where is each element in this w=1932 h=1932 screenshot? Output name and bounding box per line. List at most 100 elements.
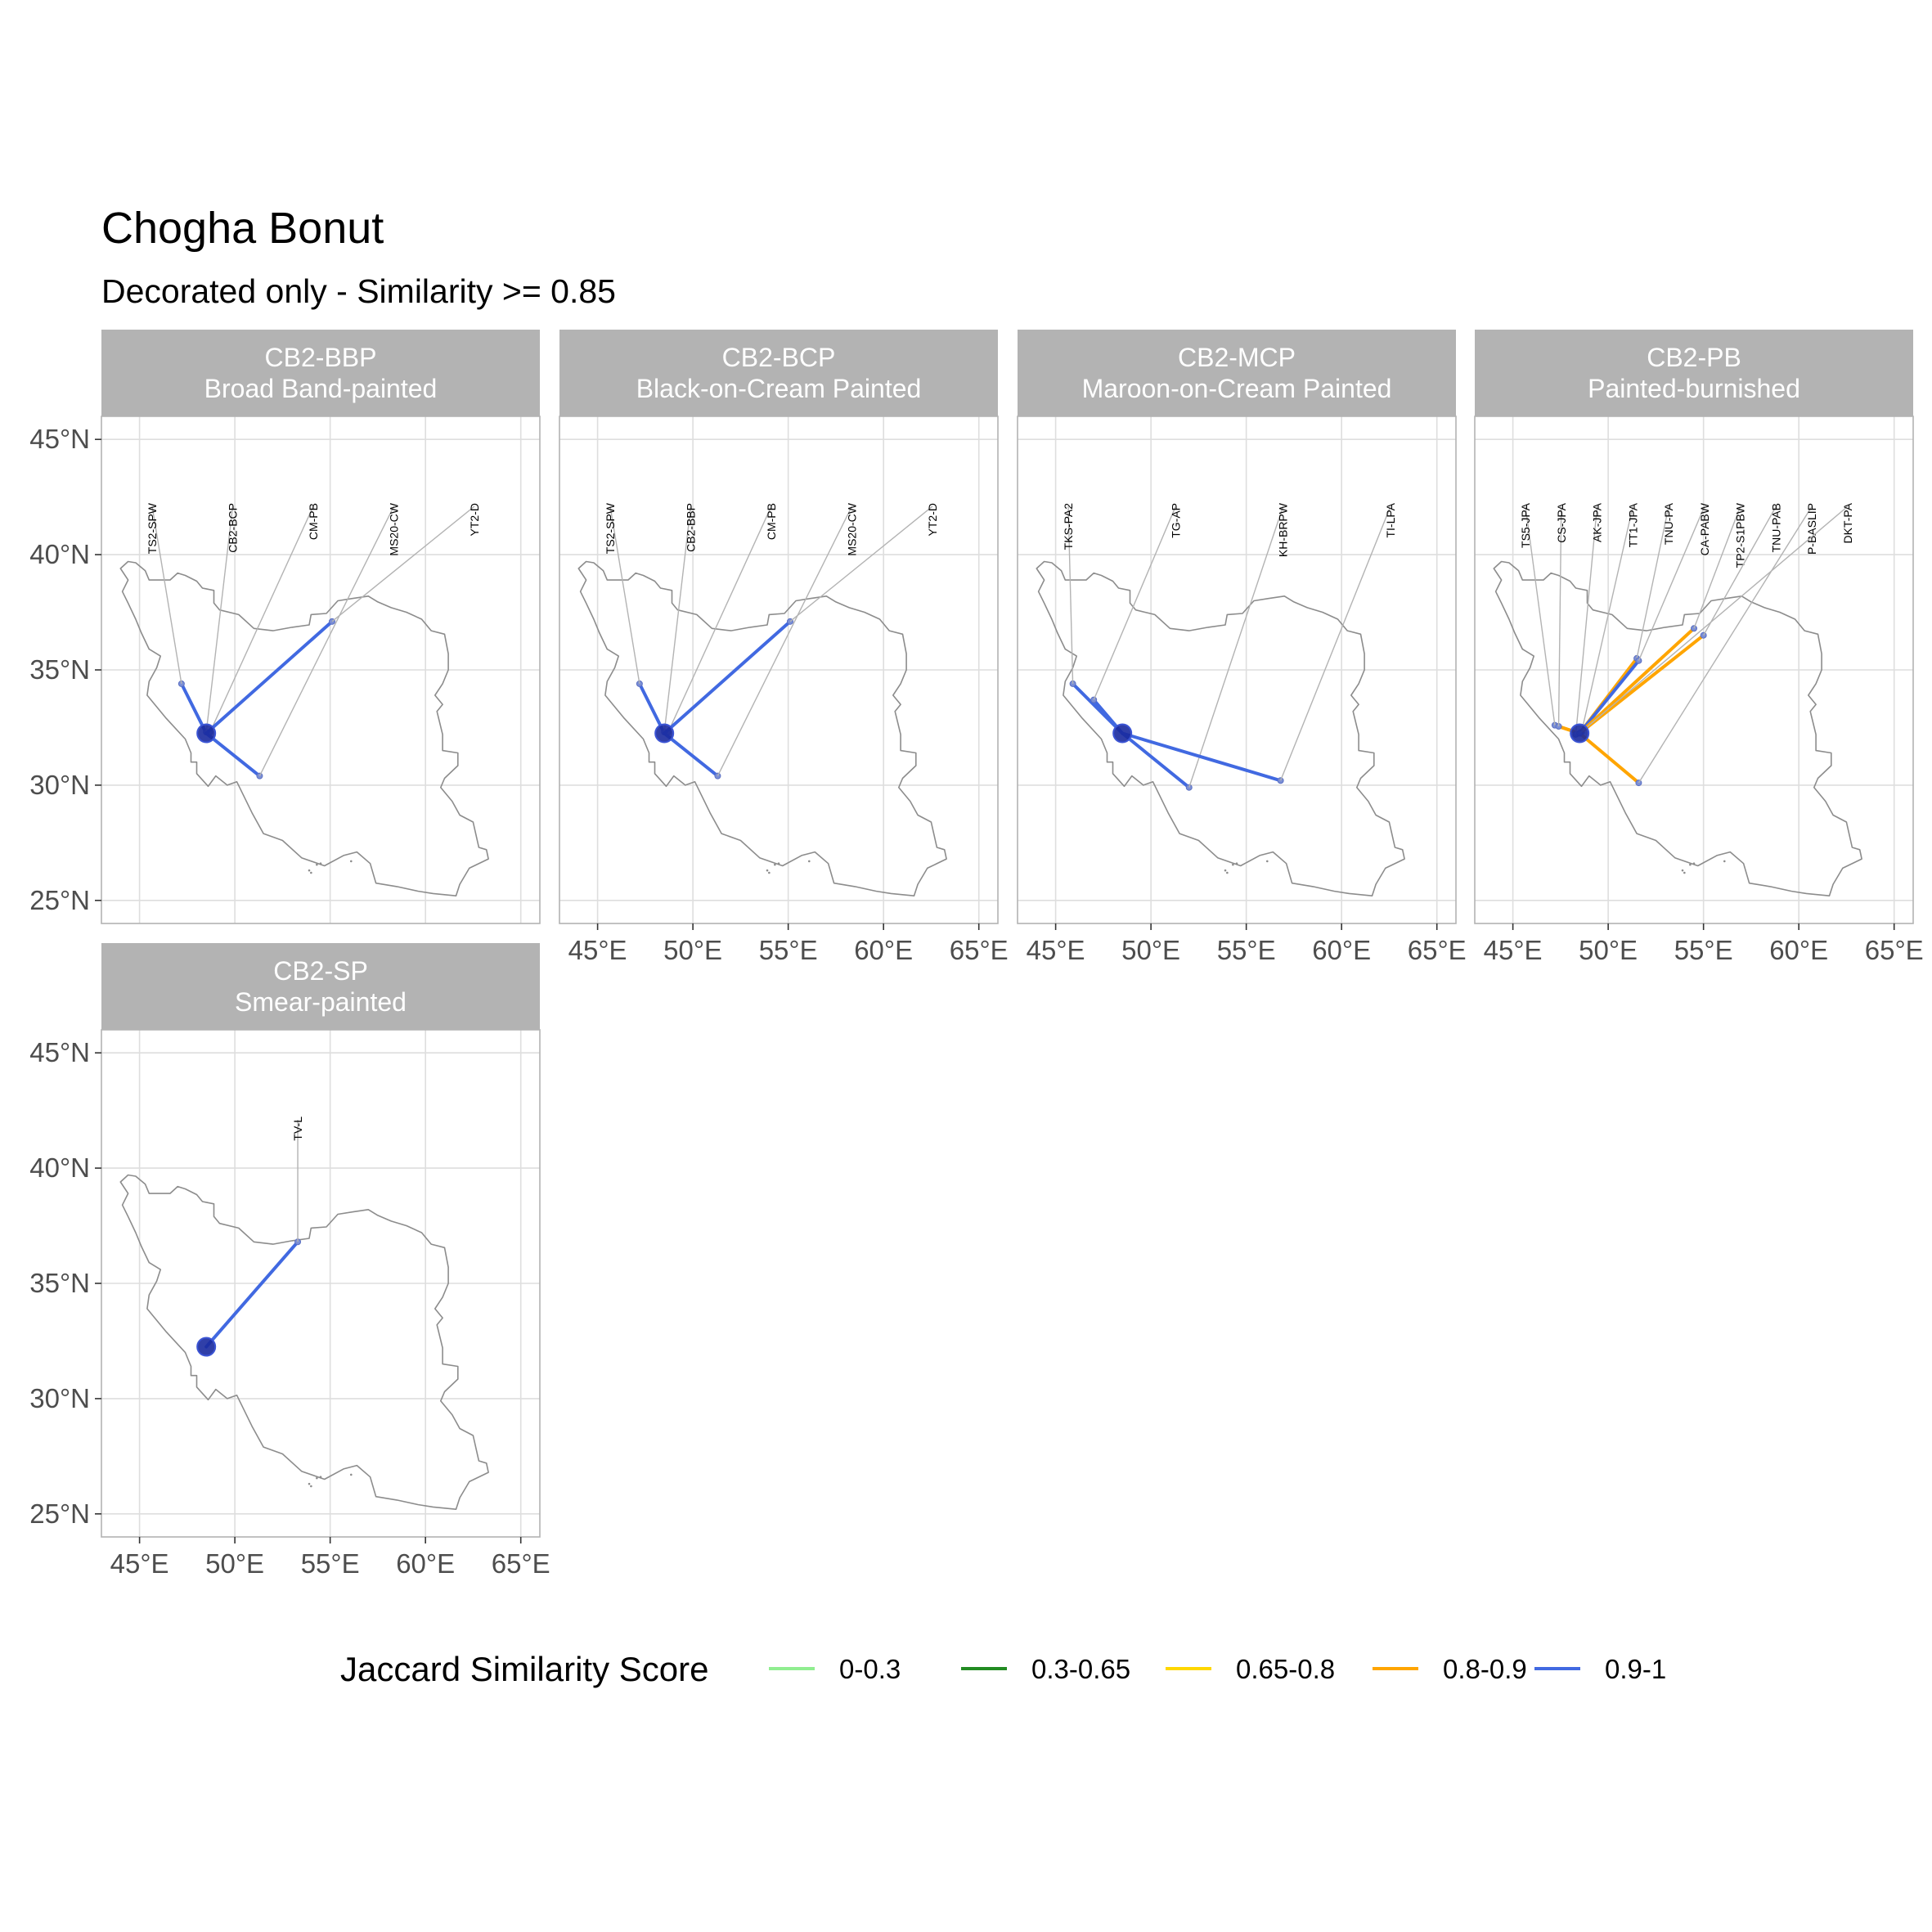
connection-line <box>1121 731 1191 789</box>
facet-strip <box>1018 330 1456 416</box>
label-leader-line <box>1703 505 1777 636</box>
site-label: YT2-D <box>468 503 481 536</box>
island-dot <box>1723 860 1726 863</box>
label-leader-line <box>151 505 182 685</box>
island-dot <box>310 1485 312 1488</box>
legend-label-5: 0.9-1 <box>1605 1654 1666 1684</box>
x-tick-label: 45°E <box>568 935 627 965</box>
site-label: TKS-PA2 <box>1062 503 1075 550</box>
site-label: TS2-SPW <box>146 502 159 554</box>
facet-strip-code: CB2-SP <box>273 956 368 986</box>
site-label: CA-PABW <box>1698 502 1711 555</box>
label-leader-line <box>1575 505 1598 735</box>
island-dot <box>319 1476 322 1479</box>
island-dot <box>807 860 811 863</box>
x-tick-label: 50°E <box>1579 935 1638 965</box>
label-leader-line <box>1636 505 1669 659</box>
connection-line <box>1578 633 1705 735</box>
y-tick-label: 45°N <box>29 1037 90 1067</box>
island-dot <box>1226 871 1229 874</box>
facet-strip-code: CB2-PB <box>1647 343 1741 372</box>
label-leader-line <box>1188 505 1284 788</box>
site-label: TS5-JPA <box>1519 502 1532 548</box>
island-dot <box>766 869 769 872</box>
origin-site-point <box>654 723 675 744</box>
x-tick-label: 55°E <box>301 1548 360 1579</box>
x-tick-label: 45°E <box>1484 935 1543 965</box>
site-label: CS-JPA <box>1555 502 1568 542</box>
connection-line <box>1578 731 1641 785</box>
island-dot <box>1235 862 1238 865</box>
site-label: TP2-S1PBW <box>1734 502 1747 568</box>
label-leader-line <box>1557 505 1562 727</box>
y-tick-label: 45°N <box>29 424 90 454</box>
facet-strip-code: CB2-BCP <box>722 343 836 372</box>
site-label: CB2-BBP <box>685 503 698 552</box>
y-tick-label: 30°N <box>29 1383 90 1413</box>
site-label: MS20-CW <box>388 502 401 555</box>
chart-subtitle: Decorated only - Similarity >= 0.85 <box>101 272 616 310</box>
label-leader-line <box>609 505 640 685</box>
origin-site-point <box>196 723 217 744</box>
x-tick-label: 50°E <box>205 1548 264 1579</box>
site-label: YT2-D <box>926 503 939 536</box>
site-label: TNU-PA <box>1662 502 1675 545</box>
island-dot <box>1224 869 1227 872</box>
island-dot <box>777 862 780 865</box>
site-label: CM-PB <box>765 503 778 540</box>
island-dot <box>316 1476 318 1480</box>
y-tick-label: 30°N <box>29 770 90 800</box>
facet-strip <box>559 330 998 416</box>
x-tick-label: 50°E <box>1121 935 1180 965</box>
x-tick-label: 60°E <box>854 935 913 965</box>
island-dot <box>316 863 318 866</box>
island-dot <box>319 862 322 865</box>
x-tick-label: 55°E <box>759 935 818 965</box>
y-tick-label: 35°N <box>29 1268 90 1298</box>
connection-line <box>663 731 720 778</box>
facet-strip-code: CB2-BBP <box>265 343 377 372</box>
connection-line <box>204 731 262 778</box>
connection-line <box>1578 658 1641 735</box>
chart-title: Chogha Bonut <box>101 204 384 253</box>
facet-strip-name: Maroon-on-Cream Painted <box>1082 374 1392 403</box>
label-leader-line <box>1067 505 1074 684</box>
label-leader-line <box>1093 505 1176 700</box>
island-dot <box>310 871 312 874</box>
x-tick-label: 65°E <box>1408 935 1467 965</box>
x-tick-label: 65°E <box>1865 935 1924 965</box>
site-label: MS20-CW <box>846 502 859 555</box>
island-dot <box>349 860 353 863</box>
connection-line <box>204 1240 300 1349</box>
label-leader-line <box>789 505 933 622</box>
label-leader-line <box>258 505 395 776</box>
connection-line <box>1121 731 1283 783</box>
x-tick-label: 55°E <box>1674 935 1733 965</box>
site-label: TT1-JPA <box>1626 502 1639 547</box>
panel-border <box>1474 416 1914 924</box>
site-label: TV-L <box>291 1117 304 1141</box>
facet-strip <box>1475 330 1913 416</box>
label-leader-line <box>1525 505 1556 726</box>
island-dot <box>1683 871 1686 874</box>
site-label: AK-JPA <box>1591 502 1604 542</box>
site-label: TS2-SPW <box>604 502 617 554</box>
country-outline <box>577 560 947 896</box>
connection-line <box>204 619 334 735</box>
x-tick-label: 65°E <box>950 935 1009 965</box>
label-leader-line <box>209 505 314 733</box>
island-dot <box>308 869 311 872</box>
facet-strip <box>101 943 540 1030</box>
facet-strip-name: Black-on-Cream Painted <box>636 374 922 403</box>
legend-label-2: 0.3-0.65 <box>1031 1654 1130 1684</box>
panel-border <box>559 416 999 924</box>
x-tick-label: 45°E <box>1027 935 1085 965</box>
island-dot <box>349 1473 353 1476</box>
site-label: TNU-PAB <box>1769 503 1782 552</box>
x-tick-label: 60°E <box>1769 935 1828 965</box>
island-dot <box>308 1482 311 1485</box>
